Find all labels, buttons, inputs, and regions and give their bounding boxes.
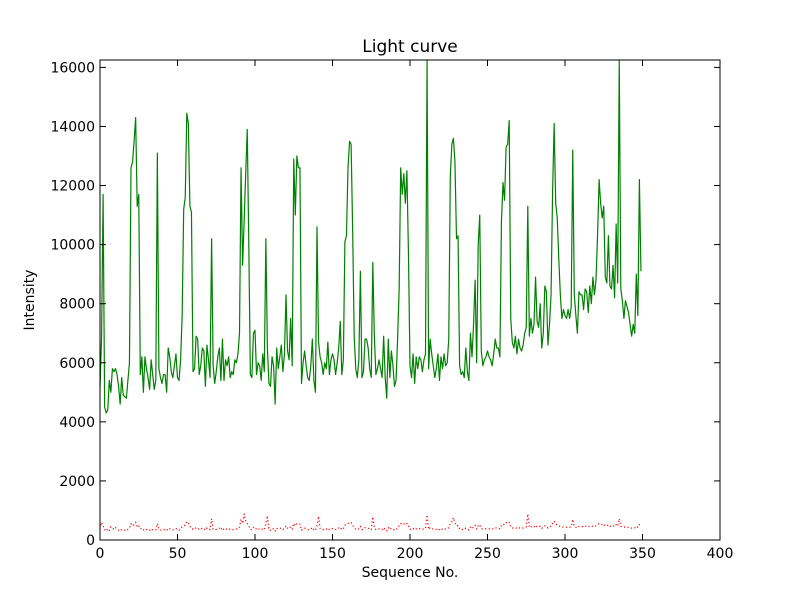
- y-tick-label: 0: [86, 533, 95, 549]
- y-tick-label: 10000: [50, 238, 95, 254]
- x-tick-label: 400: [707, 546, 734, 562]
- series-line-2: [99, 513, 642, 532]
- y-tick-label: 4000: [59, 415, 95, 431]
- x-tick-label: 50: [169, 546, 187, 562]
- x-axis-label: Sequence No.: [362, 565, 459, 581]
- x-tick-label: 0: [96, 546, 105, 562]
- x-tick-label: 200: [397, 546, 424, 562]
- plot-area: [100, 60, 720, 540]
- x-tick-label: 300: [552, 546, 579, 562]
- x-tick-label: 100: [242, 546, 269, 562]
- y-tick-label: 14000: [50, 119, 95, 135]
- y-tick-label: 2000: [59, 474, 95, 490]
- y-tick-label: 16000: [50, 60, 95, 76]
- y-axis-label: Intensity: [22, 270, 38, 331]
- y-tick-label: 8000: [59, 297, 95, 313]
- y-tick-label: 6000: [59, 356, 95, 372]
- x-tick-label: 150: [319, 546, 346, 562]
- y-tick-label: 12000: [50, 179, 95, 195]
- series-line-1: [99, 59, 642, 414]
- x-tick-label: 350: [629, 546, 656, 562]
- x-tick-label: 250: [474, 546, 501, 562]
- x-axis-ticks: 0 50 100 150 200 250 300 350 400: [96, 60, 734, 562]
- y-axis-ticks: 0 2000 4000 6000 8000 10000 12000 14000 16000: [50, 60, 720, 549]
- chart-title: Light curve: [362, 37, 457, 57]
- series-layer: [99, 59, 642, 532]
